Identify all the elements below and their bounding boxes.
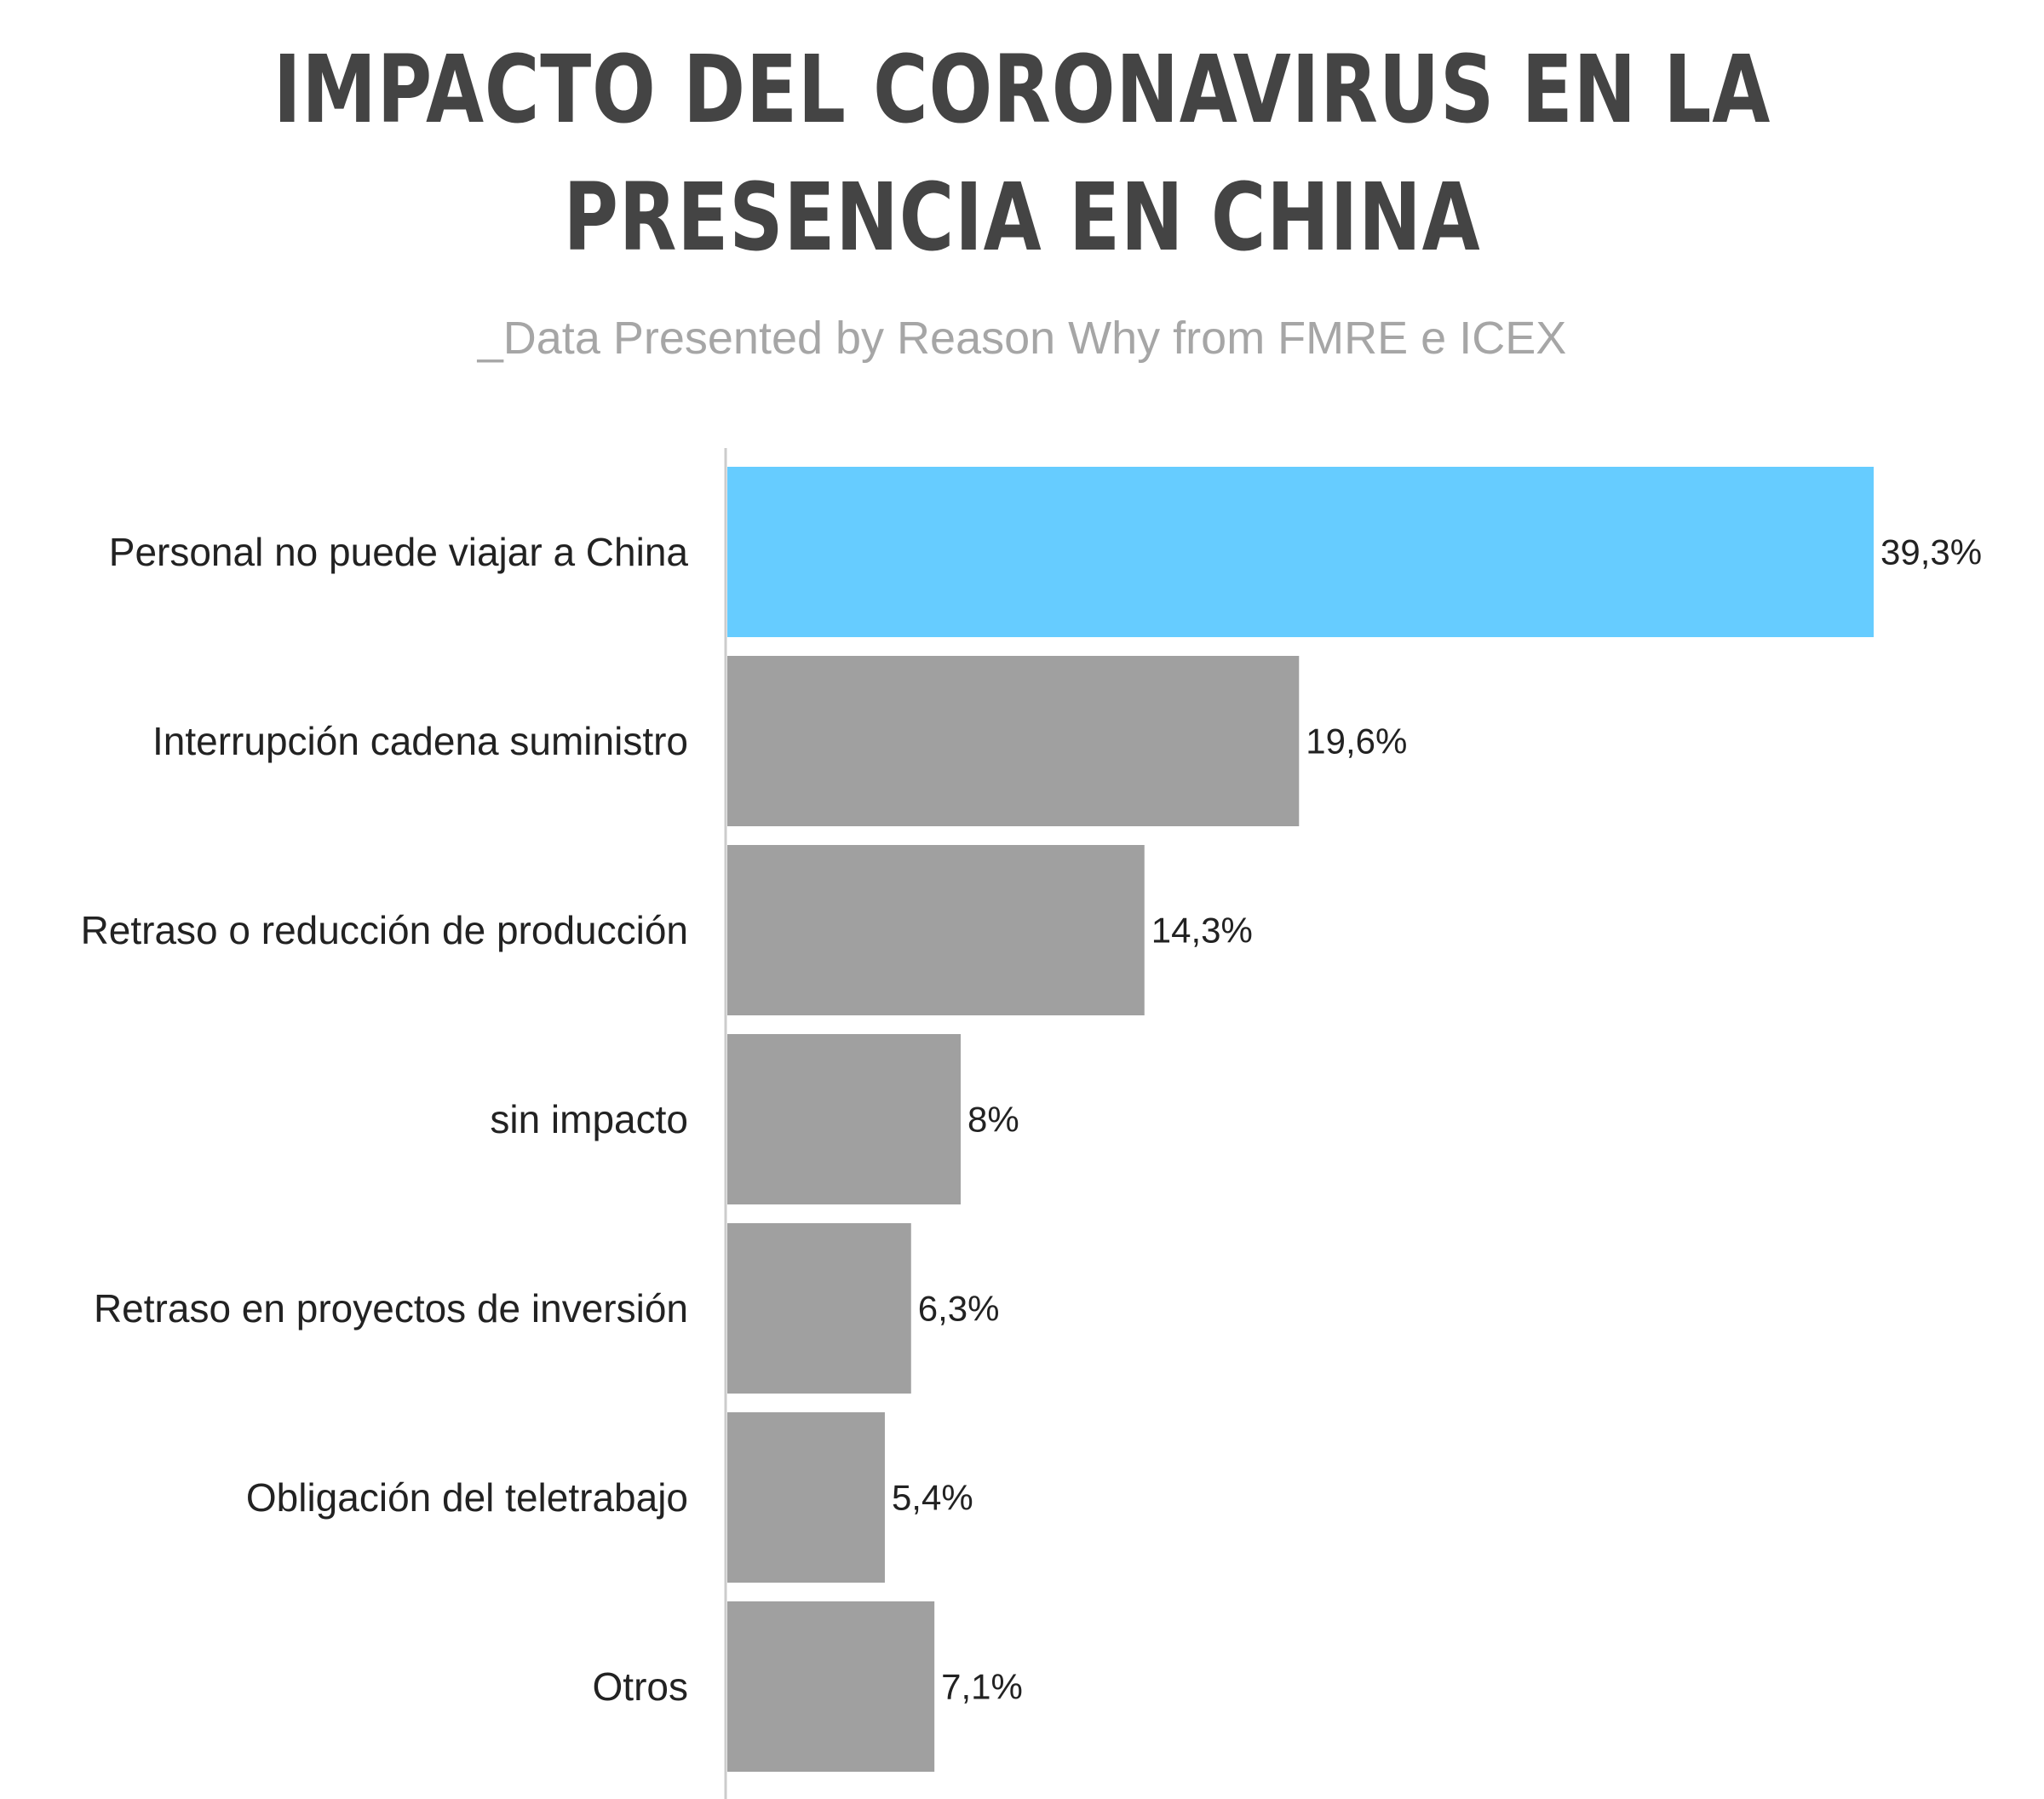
bar-6	[727, 1412, 885, 1583]
value-label-4: 8%	[967, 1100, 1019, 1140]
value-label-5: 6,3%	[918, 1289, 1000, 1329]
value-label-2: 19,6%	[1306, 721, 1407, 762]
category-label-2: Interrupción cadena suministro	[152, 719, 688, 763]
chart-title-line-1: IMPACTO DEL CORONAVIRUS EN LA	[273, 35, 1771, 144]
labels-layer: Personal no puede viajar a China 39,3% Int…	[81, 530, 1983, 1709]
value-label-1: 39,3%	[1880, 532, 1982, 572]
category-label-3: Retraso o reducción de producción	[81, 908, 688, 952]
bar-5	[727, 1223, 911, 1394]
chart-title: IMPACTO DEL CORONAVIRUS EN LA PRESENCIA …	[204, 26, 1840, 281]
chart-title-line-2: PRESENCIA EN CHINA	[563, 163, 1481, 272]
category-label-7: Otros	[593, 1664, 688, 1709]
bar-4	[727, 1034, 961, 1204]
category-label-5: Retraso en proyectos de inversión	[94, 1286, 688, 1331]
value-label-3: 14,3%	[1151, 911, 1253, 951]
bar-2	[727, 656, 1300, 826]
value-label-6: 5,4%	[892, 1478, 973, 1518]
bar-3	[727, 845, 1145, 1015]
bar-7	[727, 1601, 935, 1772]
category-label-1: Personal no puede viajar a China	[109, 530, 689, 574]
category-label-4: sin impacto	[490, 1097, 688, 1141]
category-label-6: Obligación del teletrabajo	[246, 1475, 688, 1520]
bars-layer	[727, 467, 1874, 1772]
chart-subtitle: _Data Presented by Reason Why from FMRE …	[477, 313, 1567, 364]
bar-1	[727, 467, 1874, 637]
value-label-7: 7,1%	[941, 1667, 1023, 1707]
